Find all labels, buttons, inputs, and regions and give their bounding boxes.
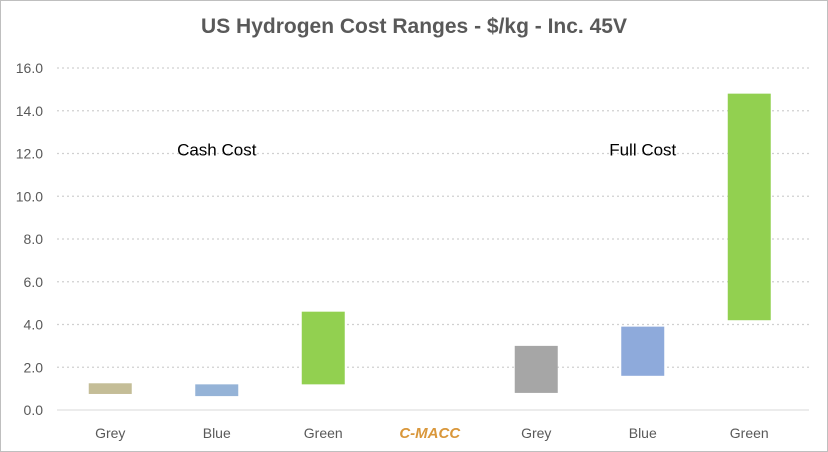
y-tick-label: 10.0 [16,188,43,204]
group-annotation: Full Cost [609,141,676,160]
y-tick-label: 8.0 [24,231,44,247]
y-tick-label: 2.0 [24,359,44,375]
chart-title: US Hydrogen Cost Ranges - $/kg - Inc. 45… [201,15,627,38]
x-category-label: Grey [521,425,551,441]
range-bar-cash-cost-green [301,311,345,385]
watermark-logo-text: C-MACC [399,425,461,442]
range-bar-full-cost-blue [621,326,665,376]
x-axis-categories: Grey Blue Green C-MACC Grey Blue Green [95,425,769,442]
x-category-label: Green [304,425,343,441]
range-bar-cash-cost-grey [88,383,132,394]
x-category-label: Grey [95,425,125,441]
y-tick-label: 12.0 [16,146,43,162]
annotations: Cash Cost Full Cost [177,141,676,160]
range-bar-full-cost-grey [514,345,558,393]
x-category-label: Blue [629,425,657,441]
y-tick-label: 14.0 [16,103,43,119]
y-tick-label: 4.0 [24,317,44,333]
y-axis-ticks: 0.0 2.0 4.0 6.0 8.0 10.0 12.0 14.0 16.0 [16,60,43,418]
range-bar-cash-cost-blue [195,384,239,397]
y-tick-label: 16.0 [16,60,43,76]
x-category-label: Blue [203,425,231,441]
range-bar-full-cost-green [727,93,771,321]
x-category-label: Green [730,425,769,441]
y-tick-label: 6.0 [24,274,44,290]
bars [88,93,771,397]
y-tick-label: 0.0 [24,402,44,418]
gridlines [57,67,809,411]
group-annotation: Cash Cost [177,141,257,160]
